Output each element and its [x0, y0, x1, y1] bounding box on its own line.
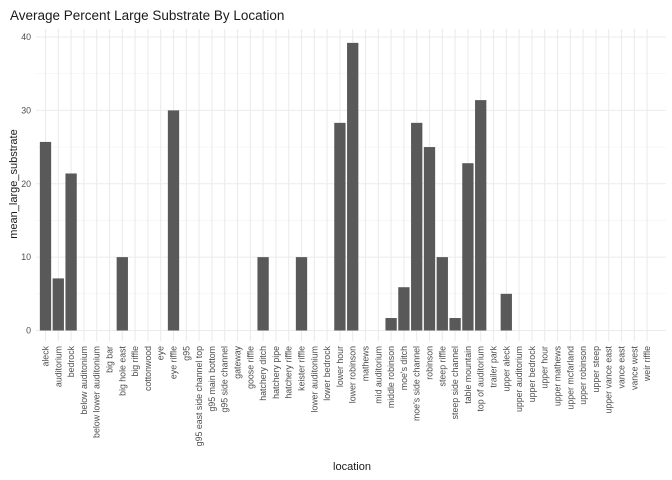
- x-tick-label: mid auditorium: [373, 346, 383, 404]
- x-axis-title: location: [333, 461, 371, 473]
- x-tick-label: g95: [181, 346, 191, 361]
- y-tick-label: 40: [21, 32, 31, 42]
- x-tick-label: bedrock: [66, 345, 76, 377]
- y-tick-label: 10: [21, 252, 31, 262]
- x-tick-label: upper mathews: [553, 345, 563, 406]
- x-tick-label: moe's side channel: [412, 346, 422, 421]
- x-tick-label: eye: [156, 346, 166, 360]
- x-tick-label: steep riffle: [437, 346, 447, 387]
- y-tick-label: 0: [26, 326, 31, 336]
- bar: [65, 173, 77, 331]
- x-tick-label: upper mcfarland: [565, 346, 575, 410]
- x-tick-label: below lower auditonium: [92, 346, 102, 438]
- x-tick-label: goose riffle: [245, 346, 255, 389]
- x-tick-label: hatchery pipe: [271, 346, 281, 399]
- x-tick-label: keister riffle: [297, 346, 307, 391]
- x-tick-label: lower bedrock: [322, 345, 332, 400]
- x-tick-label: upper steep: [591, 346, 601, 393]
- y-axis-title: mean_large_substrate: [8, 129, 20, 238]
- x-tick-label: upper robinson: [578, 346, 588, 405]
- x-tick-label: moe's ditch: [399, 346, 409, 390]
- x-tick-label: middle robinson: [386, 346, 396, 408]
- x-tick-label: trailer park: [489, 345, 499, 387]
- bar: [449, 318, 461, 331]
- x-tick-label: hatchery ditch: [258, 346, 268, 401]
- bar: [398, 287, 410, 331]
- x-tick-label: big hole east: [117, 345, 127, 395]
- x-tick-label: big bar: [105, 346, 115, 373]
- bar: [385, 318, 397, 331]
- x-tick-labels: aleck auditorium bedrock below auditonium be…: [41, 345, 653, 446]
- bar: [39, 141, 52, 331]
- x-tick-label: upper bedrock: [527, 345, 537, 402]
- x-tick-label: big riffle: [130, 346, 140, 377]
- x-tick-label: auditorium: [53, 346, 63, 387]
- bar: [334, 122, 346, 331]
- x-tick-label: lower hour: [335, 346, 345, 387]
- bar: [423, 147, 436, 331]
- bar: [436, 257, 448, 331]
- x-tick-label: steep side channel: [450, 346, 460, 419]
- bar: [167, 110, 180, 331]
- bar: [116, 257, 128, 331]
- x-tick-label: cottonwood: [143, 346, 153, 391]
- x-tick-label: lower auditonium: [309, 346, 319, 413]
- x-tick-label: upper hour: [540, 346, 550, 389]
- x-tick-label: vance west: [629, 345, 639, 390]
- chart-title: Average Percent Large Substrate By Locat…: [10, 8, 284, 23]
- x-tick-label: robinson: [425, 346, 435, 380]
- x-tick-label: upper auditorium: [514, 346, 524, 412]
- x-tick-label: upper vance east: [604, 345, 614, 413]
- x-tick-label: upper aleck: [501, 345, 511, 391]
- y-tick-labels: 0 10 20 30 40: [21, 32, 31, 336]
- bar: [295, 257, 308, 331]
- bar: [475, 100, 487, 331]
- x-tick-label: top of auditorium: [476, 346, 486, 412]
- y-tick-label: 30: [21, 105, 31, 115]
- bar: [257, 257, 269, 331]
- x-tick-label: gateway: [233, 345, 243, 378]
- x-tick-label: g95 side channel: [220, 346, 230, 413]
- x-tick-label: g95 east side channel top: [194, 346, 204, 446]
- x-tick-label: vance east: [617, 345, 627, 388]
- bar: [347, 42, 359, 331]
- x-tick-label: mathews: [361, 345, 371, 381]
- x-tick-label: table mountain: [463, 346, 473, 404]
- x-tick-label: eye riffle: [169, 346, 179, 379]
- bar: [500, 293, 512, 331]
- x-tick-label: hatchery riffle: [284, 346, 294, 399]
- bar: [462, 163, 474, 331]
- x-tick-label: aleck: [41, 345, 51, 366]
- y-tick-label: 20: [21, 179, 31, 189]
- x-tick-label: lower robinson: [348, 346, 358, 403]
- x-tick-label: weir riffle: [642, 346, 652, 382]
- bar: [52, 278, 64, 331]
- bars: [39, 42, 512, 331]
- x-tick-label: g95 main bottom: [207, 346, 217, 412]
- x-tick-label: below auditonium: [79, 346, 89, 414]
- bar: [411, 122, 423, 331]
